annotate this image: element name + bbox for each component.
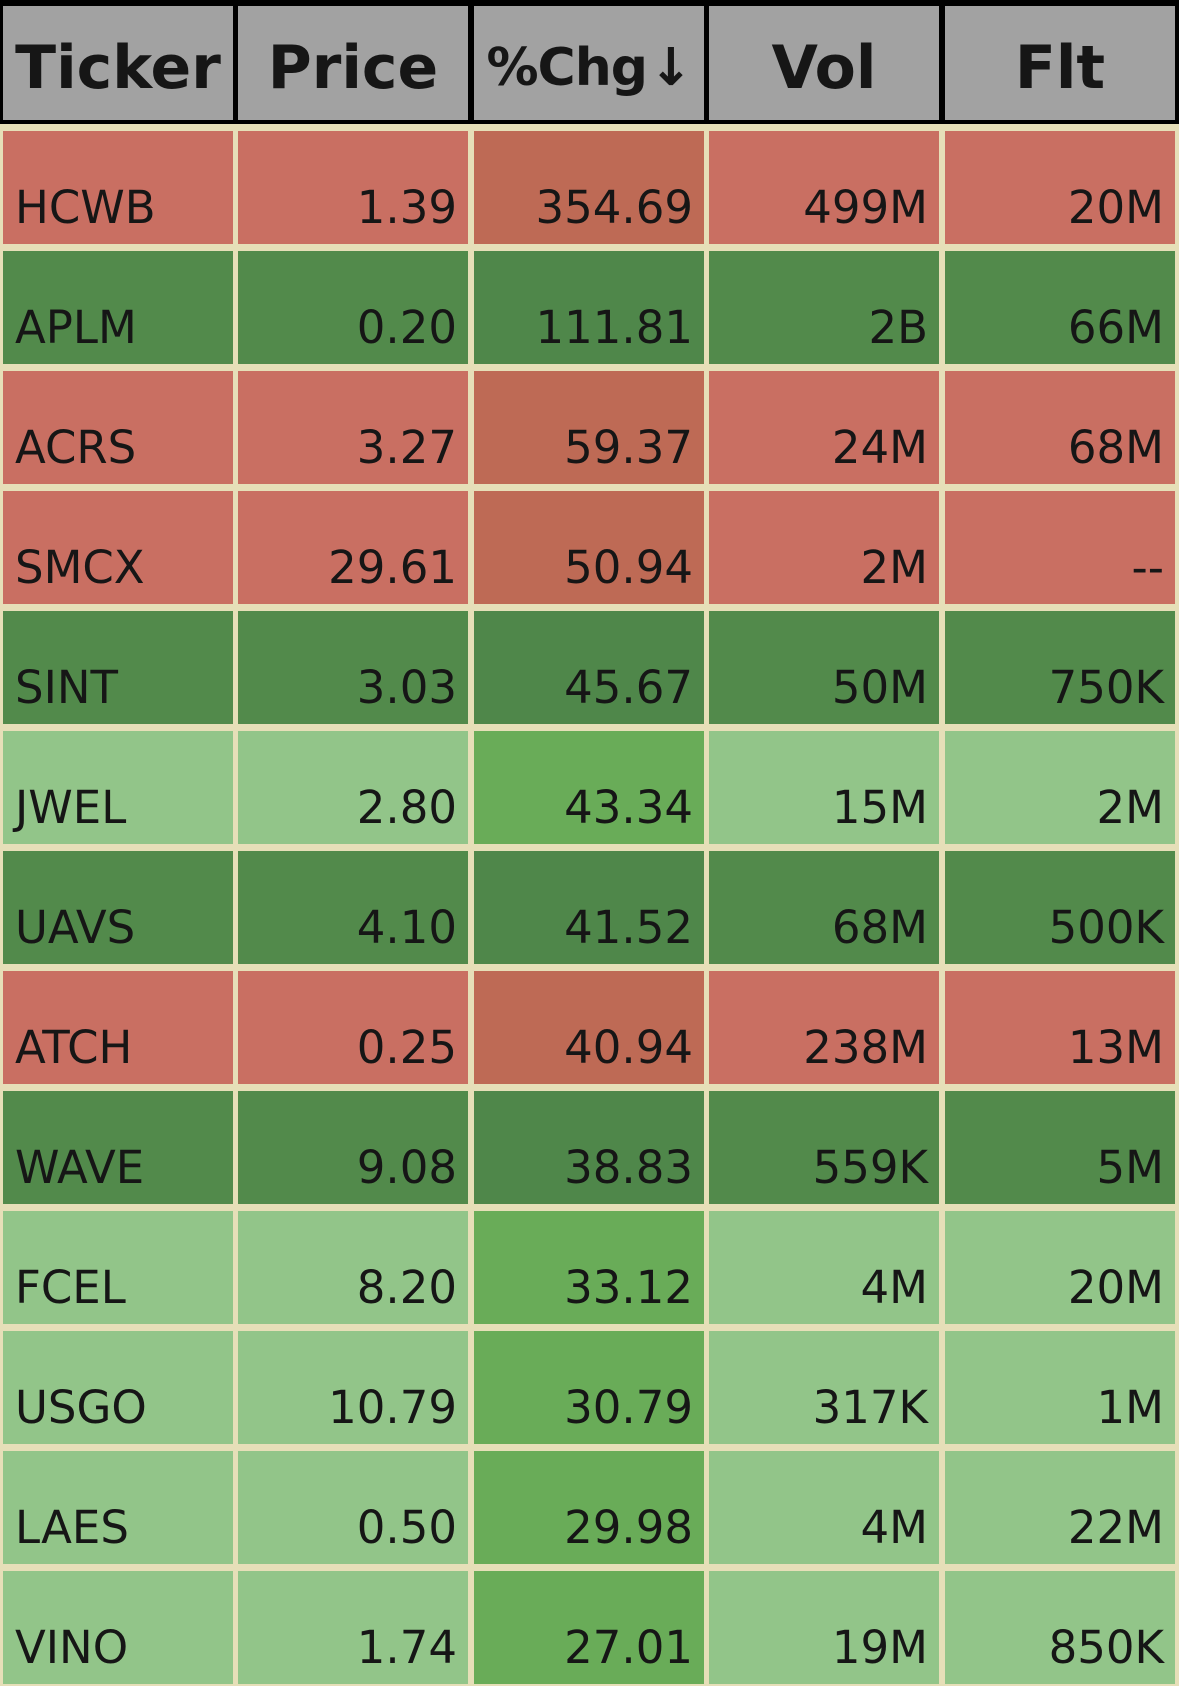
column-header-price[interactable]: Price — [238, 6, 468, 120]
cell-percent-change: 111.81 — [474, 251, 704, 364]
cell-ticker[interactable]: SINT — [3, 611, 233, 724]
cell-float: 5M — [945, 1091, 1175, 1204]
cell-ticker[interactable]: JWEL — [3, 731, 233, 844]
cell-ticker[interactable]: FCEL — [3, 1211, 233, 1324]
table-row[interactable]: APLM 0.20 111.81 2B 66M — [0, 244, 1179, 364]
cell-ticker[interactable]: SMCX — [3, 491, 233, 604]
cell-ticker[interactable]: ATCH — [3, 971, 233, 1084]
cell-ticker[interactable]: USGO — [3, 1331, 233, 1444]
cell-ticker[interactable]: APLM — [3, 251, 233, 364]
column-header-volume[interactable]: Vol — [709, 6, 939, 120]
cell-price: 0.25 — [238, 971, 468, 1084]
table-header-row: Ticker Price %Chg ↓ Vol Flt — [0, 0, 1179, 124]
table-row[interactable]: ACRS 3.27 59.37 24M 68M — [0, 364, 1179, 484]
cell-float: 20M — [945, 1211, 1175, 1324]
cell-float: 500K — [945, 851, 1175, 964]
cell-float: 2M — [945, 731, 1175, 844]
cell-percent-change: 38.83 — [474, 1091, 704, 1204]
column-header-label: Price — [267, 33, 439, 103]
cell-float: 750K — [945, 611, 1175, 724]
column-header-label: Ticker — [15, 33, 221, 103]
cell-ticker[interactable]: ACRS — [3, 371, 233, 484]
table-row[interactable]: SMCX 29.61 50.94 2M -- — [0, 484, 1179, 604]
cell-float: 20M — [945, 131, 1175, 244]
cell-volume: 317K — [709, 1331, 939, 1444]
column-header-label: %Chg — [486, 38, 648, 98]
table-row[interactable]: JWEL 2.80 43.34 15M 2M — [0, 724, 1179, 844]
cell-price: 1.39 — [238, 131, 468, 244]
column-header-percent-change[interactable]: %Chg ↓ — [474, 6, 704, 120]
table-row[interactable]: ATCH 0.25 40.94 238M 13M — [0, 964, 1179, 1084]
column-header-label: Vol — [771, 33, 877, 103]
cell-percent-change: 50.94 — [474, 491, 704, 604]
table-row[interactable]: FCEL 8.20 33.12 4M 20M — [0, 1204, 1179, 1324]
cell-ticker[interactable]: VINO — [3, 1571, 233, 1684]
cell-volume: 2B — [709, 251, 939, 364]
cell-price: 0.50 — [238, 1451, 468, 1564]
cell-volume: 238M — [709, 971, 939, 1084]
table-row[interactable]: WAVE 9.08 38.83 559K 5M — [0, 1084, 1179, 1204]
column-header-label: Flt — [1014, 33, 1106, 103]
column-header-ticker[interactable]: Ticker — [3, 6, 233, 120]
cell-volume: 15M — [709, 731, 939, 844]
cell-percent-change: 59.37 — [474, 371, 704, 484]
sort-descending-icon: ↓ — [648, 38, 693, 98]
cell-float: -- — [945, 491, 1175, 604]
cell-volume: 2M — [709, 491, 939, 604]
cell-volume: 19M — [709, 1571, 939, 1684]
cell-percent-change: 43.34 — [474, 731, 704, 844]
cell-float: 850K — [945, 1571, 1175, 1684]
column-header-float[interactable]: Flt — [945, 6, 1175, 120]
cell-percent-change: 40.94 — [474, 971, 704, 1084]
cell-price: 3.27 — [238, 371, 468, 484]
cell-price: 10.79 — [238, 1331, 468, 1444]
table-row[interactable]: SINT 3.03 45.67 50M 750K — [0, 604, 1179, 724]
cell-volume: 4M — [709, 1211, 939, 1324]
cell-volume: 4M — [709, 1451, 939, 1564]
cell-percent-change: 41.52 — [474, 851, 704, 964]
cell-price: 8.20 — [238, 1211, 468, 1324]
cell-ticker[interactable]: LAES — [3, 1451, 233, 1564]
table-row[interactable]: UAVS 4.10 41.52 68M 500K — [0, 844, 1179, 964]
cell-volume: 68M — [709, 851, 939, 964]
table-row[interactable]: USGO 10.79 30.79 317K 1M — [0, 1324, 1179, 1444]
cell-price: 29.61 — [238, 491, 468, 604]
cell-percent-change: 27.01 — [474, 1571, 704, 1684]
cell-ticker[interactable]: HCWB — [3, 131, 233, 244]
cell-volume: 24M — [709, 371, 939, 484]
cell-price: 2.80 — [238, 731, 468, 844]
cell-percent-change: 354.69 — [474, 131, 704, 244]
cell-price: 9.08 — [238, 1091, 468, 1204]
table-row[interactable]: HCWB 1.39 354.69 499M 20M — [0, 124, 1179, 244]
cell-float: 1M — [945, 1331, 1175, 1444]
cell-percent-change: 30.79 — [474, 1331, 704, 1444]
cell-volume: 50M — [709, 611, 939, 724]
cell-percent-change: 45.67 — [474, 611, 704, 724]
cell-ticker[interactable]: UAVS — [3, 851, 233, 964]
table-row[interactable]: LAES 0.50 29.98 4M 22M — [0, 1444, 1179, 1564]
cell-float: 66M — [945, 251, 1175, 364]
cell-float: 13M — [945, 971, 1175, 1084]
cell-float: 22M — [945, 1451, 1175, 1564]
cell-ticker[interactable]: WAVE — [3, 1091, 233, 1204]
cell-volume: 559K — [709, 1091, 939, 1204]
cell-percent-change: 33.12 — [474, 1211, 704, 1324]
cell-float: 68M — [945, 371, 1175, 484]
table-row[interactable]: VINO 1.74 27.01 19M 850K — [0, 1564, 1179, 1684]
cell-price: 0.20 — [238, 251, 468, 364]
cell-volume: 499M — [709, 131, 939, 244]
cell-price: 3.03 — [238, 611, 468, 724]
cell-price: 1.74 — [238, 1571, 468, 1684]
cell-percent-change: 29.98 — [474, 1451, 704, 1564]
cell-price: 4.10 — [238, 851, 468, 964]
